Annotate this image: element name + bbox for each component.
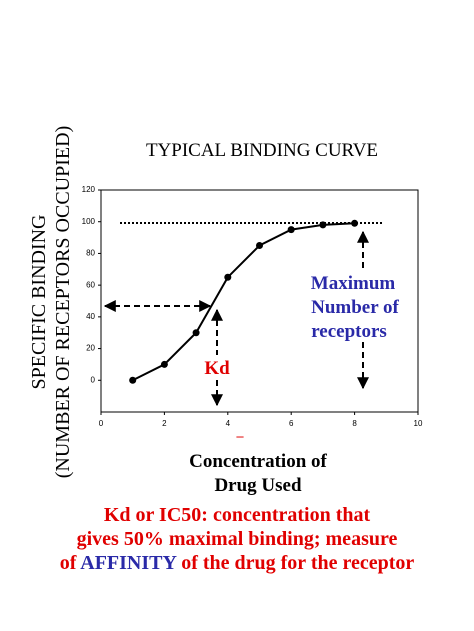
- label-bg: [202, 355, 234, 379]
- annotation: receptors: [311, 321, 387, 342]
- footer-line: of AFFINITY of the drug for the receptor: [0, 551, 474, 575]
- y-tick-label: 80: [86, 249, 95, 258]
- x-axis-label: Drug Used: [214, 475, 302, 496]
- annotation: Number of: [311, 297, 399, 318]
- x-tick-label: 4: [226, 419, 231, 428]
- data-point: [319, 221, 327, 229]
- footer-text: of: [59, 552, 81, 574]
- y-tick-label: 100: [82, 217, 96, 226]
- data-point: [160, 360, 168, 368]
- data-point: [256, 242, 263, 249]
- y-axis-label: SPECIFIC BINDING: [28, 214, 50, 389]
- y-tick-label: 120: [82, 185, 96, 194]
- x-tick-label: 10: [414, 419, 423, 428]
- data-point: [224, 273, 232, 281]
- data-point: [287, 226, 295, 234]
- annotation: Kd: [204, 358, 230, 379]
- x-tick-label: 6: [289, 419, 294, 428]
- y-tick-label: 60: [86, 280, 95, 289]
- annotation: Maximum: [311, 273, 396, 294]
- footer-emphasis: AFFINITY: [80, 552, 177, 574]
- x-tick-label: 8: [352, 419, 357, 428]
- footer-line: gives 50% maximal binding; measure: [76, 528, 398, 550]
- y-tick-label: 0: [91, 375, 96, 384]
- data-line: [132, 222, 355, 382]
- x-tick-label: 2: [162, 419, 167, 428]
- x-axis-label: Concentration of: [189, 451, 327, 472]
- footer-text: of the drug for the receptor: [176, 552, 415, 574]
- data-point: [129, 376, 137, 384]
- annotation: –: [236, 429, 245, 444]
- plot-frame: [100, 189, 419, 413]
- y-tick-label: 20: [86, 344, 95, 353]
- x-tick-label: 0: [99, 419, 104, 428]
- chart-title: TYPICAL BINDING CURVE: [146, 140, 378, 161]
- footer-line: Kd or IC50: concentration that: [103, 504, 371, 526]
- data-point: [192, 329, 200, 337]
- y-axis-label: (NUMBER OF RECEPTORS OCCUPIED): [52, 126, 74, 478]
- y-tick-label: 40: [86, 312, 95, 321]
- label-bg: [300, 270, 410, 342]
- data-point: [351, 219, 359, 227]
